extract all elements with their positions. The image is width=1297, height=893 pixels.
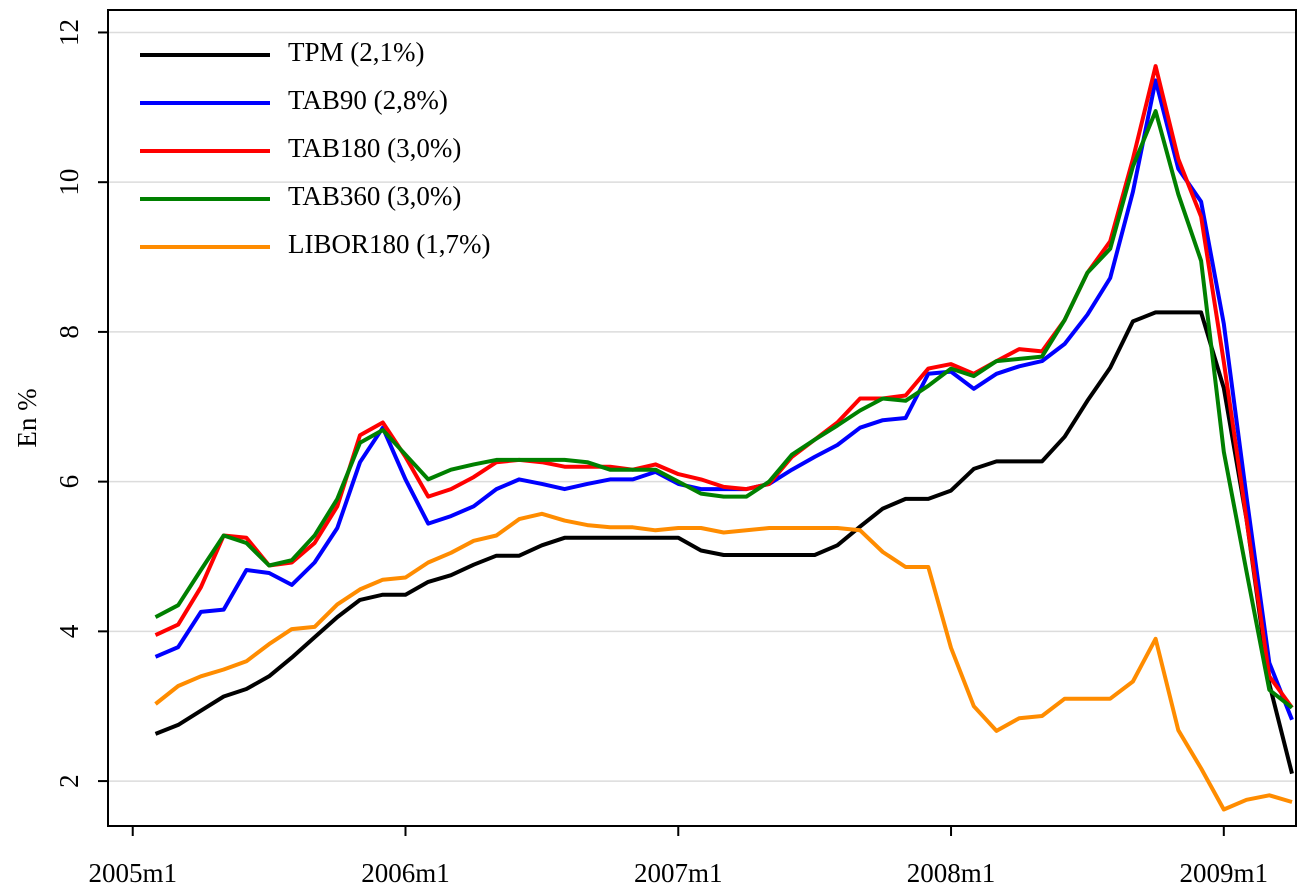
y-tick-label: 6 [54, 475, 84, 489]
x-tick-label: 2006m1 [361, 858, 450, 888]
y-axis-label: En % [12, 388, 42, 447]
x-tick-label: 2009m1 [1180, 858, 1269, 888]
series-line [154, 109, 1294, 710]
y-tick-label: 8 [54, 325, 84, 339]
legend-label: TAB360 (3,0%) [288, 181, 461, 211]
legend-label: TAB90 (2,8%) [288, 85, 448, 115]
y-tick-label: 2 [54, 774, 84, 788]
x-tick-label: 2005m1 [88, 858, 177, 888]
legend-label: TAB180 (3,0%) [288, 133, 461, 163]
legend-label: LIBOR180 (1,7%) [288, 229, 490, 259]
series-line [154, 310, 1294, 775]
series-line [154, 78, 1294, 721]
x-tick-label: 2007m1 [634, 858, 723, 888]
series-line [154, 511, 1293, 812]
y-tick-label: 10 [54, 169, 84, 196]
plot-frame [107, 9, 1297, 827]
legend-label: TPM (2,1%) [288, 37, 425, 67]
y-tick-label: 12 [54, 19, 84, 46]
x-tick-label: 2008m1 [907, 858, 996, 888]
y-tick-label: 4 [54, 624, 84, 638]
